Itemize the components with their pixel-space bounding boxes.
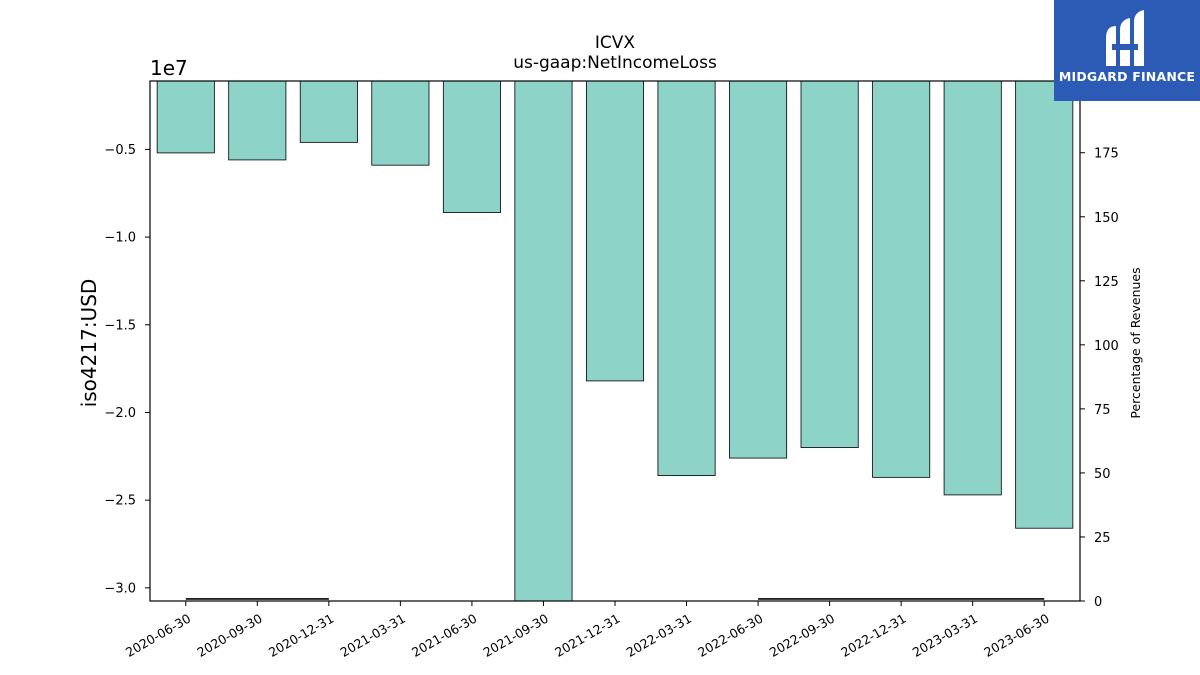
x-tick-label: 2021-09-30 bbox=[481, 611, 551, 660]
x-tick-label: 2020-12-31 bbox=[266, 611, 336, 660]
y-tick-label: −1.0 bbox=[104, 231, 136, 246]
y2-tick-label: 175 bbox=[1094, 147, 1119, 162]
bar-2022-06-30 bbox=[729, 80, 788, 459]
bar-2021-12-31 bbox=[585, 80, 645, 382]
y-tick-label: −1.5 bbox=[104, 318, 136, 333]
logo-text: MIDGARD FINANCE bbox=[1058, 69, 1196, 84]
bar-2022-09-30 bbox=[800, 80, 859, 448]
bar-2021-06-30 bbox=[442, 80, 501, 213]
y-tick-label: −2.5 bbox=[104, 494, 136, 509]
x-tick-label: 2022-06-30 bbox=[695, 611, 765, 660]
bar-2022-03-31 bbox=[657, 80, 716, 477]
x-tick-label: 2022-09-30 bbox=[767, 611, 837, 660]
x-tick-label: 2021-12-31 bbox=[552, 611, 622, 660]
bar-2020-09-30 bbox=[228, 80, 287, 161]
bar-2023-06-30 bbox=[1015, 80, 1074, 529]
bar-2020-12-31 bbox=[299, 80, 358, 143]
bars-layer bbox=[156, 80, 1074, 602]
bar-2023-03-31 bbox=[943, 80, 1002, 496]
x-tick-label: 2020-06-30 bbox=[123, 611, 193, 660]
y2-tick-label: 150 bbox=[1094, 211, 1119, 226]
chart-title: ICVX bbox=[595, 33, 636, 53]
y2-tick-label: 100 bbox=[1094, 339, 1119, 354]
x-tick-label: 2023-03-31 bbox=[910, 611, 980, 660]
x-tick-label: 2022-12-31 bbox=[838, 611, 908, 660]
y2-tick-label: 0 bbox=[1094, 595, 1102, 610]
x-tick-label: 2020-09-30 bbox=[194, 611, 264, 660]
y-offset-text: 1e7 bbox=[150, 56, 188, 80]
bar-2021-09-30 bbox=[514, 80, 573, 602]
midgard-logo-icon bbox=[1106, 10, 1144, 66]
x-tick-label: 2023-06-30 bbox=[981, 611, 1051, 660]
y2-tick-label: 75 bbox=[1094, 403, 1111, 418]
midgard-finance-logo: MIDGARD FINANCE bbox=[1054, 0, 1200, 101]
chart-subtitle: us-gaap:NetIncomeLoss bbox=[513, 53, 717, 73]
y-tick-label: −0.5 bbox=[104, 143, 136, 158]
y2-tick-label: 25 bbox=[1094, 531, 1111, 546]
x-tick-label: 2021-03-31 bbox=[337, 611, 407, 660]
y2-tick-label: 125 bbox=[1094, 275, 1119, 290]
bar-2022-12-31 bbox=[872, 80, 931, 478]
bar-2020-06-30 bbox=[156, 80, 215, 154]
x-tick-label: 2022-03-31 bbox=[624, 611, 694, 660]
x-tick-label: 2021-06-30 bbox=[409, 611, 479, 660]
y2-axis-label: Percentage of Revenues bbox=[1128, 267, 1143, 418]
y2-tick-label: 50 bbox=[1094, 467, 1111, 482]
y-tick-label: −3.0 bbox=[104, 581, 136, 596]
y-tick-label: −2.0 bbox=[104, 406, 136, 421]
bar-2021-03-31 bbox=[371, 80, 430, 166]
y-axis-label: iso4217:USD bbox=[77, 279, 101, 408]
